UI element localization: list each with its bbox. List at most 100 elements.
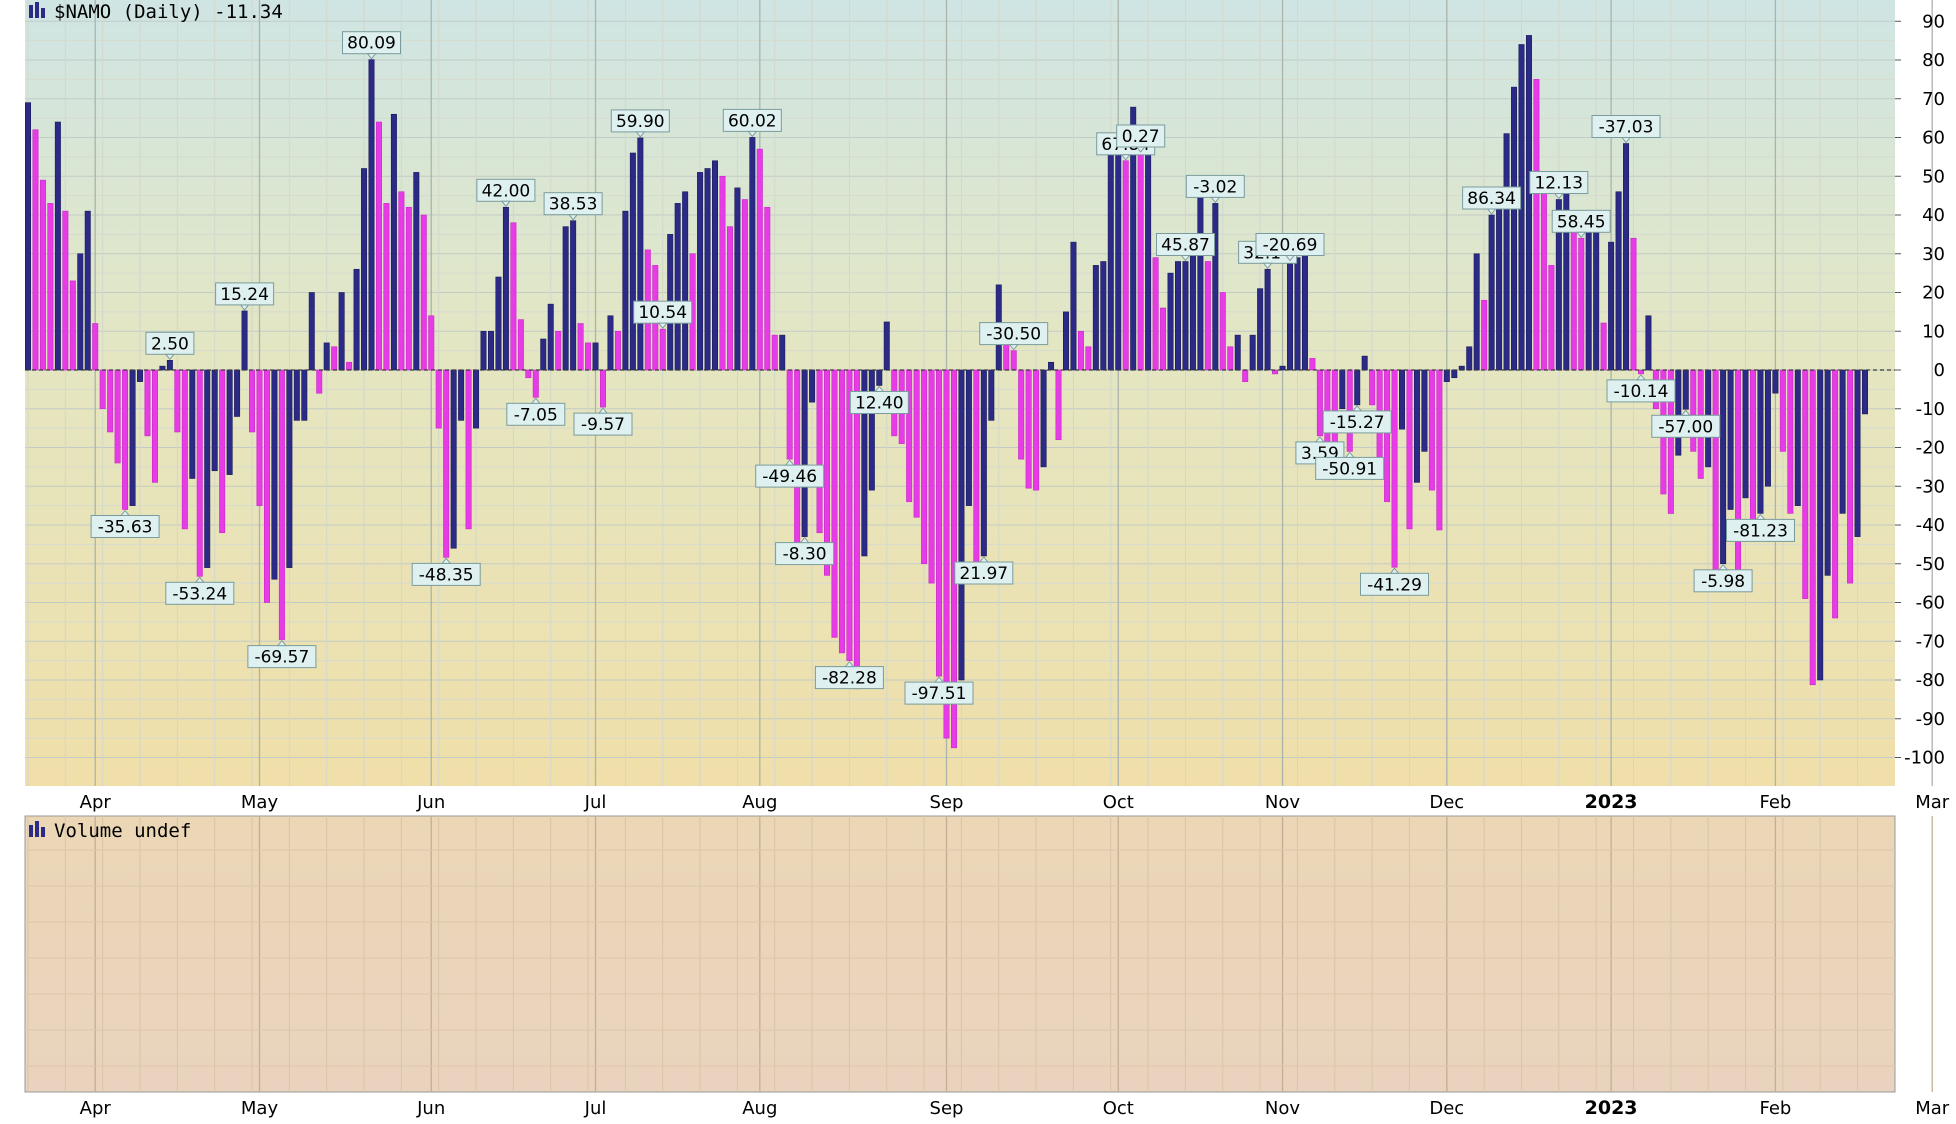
bar: [712, 160, 719, 371]
bar: [278, 369, 285, 640]
annotation-pointer: [1210, 196, 1221, 204]
bar: [1137, 152, 1144, 371]
bar: [1682, 369, 1689, 410]
bar: [323, 342, 330, 371]
bar: [950, 369, 957, 749]
y-tick-label: 0: [1934, 360, 1945, 381]
bar: [697, 172, 704, 371]
bar: [1339, 369, 1346, 410]
annotation-pointer: [194, 576, 205, 583]
bar: [1847, 369, 1854, 584]
bar: [1197, 191, 1204, 371]
annotation: 0.27: [1116, 124, 1166, 153]
annotation-label: -30.50: [986, 325, 1041, 345]
bar: [928, 369, 935, 584]
x-tick-label: 2023: [1585, 1097, 1638, 1119]
annotation: -5.98: [1693, 563, 1753, 593]
annotation: 60.02: [722, 108, 782, 138]
bar: [92, 323, 99, 371]
bar: [151, 369, 158, 483]
annotation-label: 58.45: [1557, 212, 1606, 232]
annotation: 80.09: [342, 31, 401, 60]
bar: [480, 330, 487, 371]
annotation-label: -10.14: [1614, 382, 1669, 402]
annotation-pointer: [1576, 231, 1587, 239]
annotation: 59.90: [610, 109, 670, 138]
bar: [1361, 355, 1368, 371]
bar: [1018, 369, 1025, 460]
bar: [756, 148, 763, 371]
annotation-pointer: [366, 53, 377, 60]
bar: [1608, 241, 1615, 371]
bar: [234, 369, 241, 417]
bar: [1294, 257, 1301, 371]
bar: [838, 369, 845, 654]
x-tick-label: Nov: [1265, 1098, 1300, 1119]
bar: [1025, 369, 1032, 489]
bar: [868, 369, 875, 491]
y-tick-label: -30: [1916, 476, 1945, 497]
bar: [1145, 148, 1152, 371]
annotation-pointer: [1389, 567, 1400, 574]
bar: [734, 187, 741, 371]
annotation-pointer: [597, 407, 609, 414]
x-tick-label: May: [241, 1098, 279, 1119]
bar: [1160, 307, 1167, 371]
annotation-pointer: [1344, 451, 1355, 458]
annotation-label: -48.35: [419, 565, 474, 585]
bar: [286, 369, 293, 568]
bar: [1175, 261, 1181, 371]
x-tick-label: 2023: [1585, 791, 1638, 813]
bar: [824, 369, 831, 576]
bar: [1720, 369, 1727, 565]
bar: [1085, 346, 1092, 371]
bar: [1802, 369, 1809, 599]
bar: [69, 280, 76, 371]
bar: [301, 369, 308, 421]
bar: [517, 319, 524, 371]
bar: [1466, 346, 1473, 371]
bar: [1413, 369, 1420, 483]
y-tick-label: 60: [1922, 128, 1945, 149]
bar: [779, 334, 786, 371]
bar: [502, 206, 509, 371]
volume-title-text: Volume undef: [54, 820, 191, 842]
bar: [973, 369, 980, 568]
bar: [726, 226, 733, 371]
bar: [1406, 369, 1413, 530]
x-tick-label: Feb: [1759, 792, 1791, 813]
bar: [1189, 245, 1196, 371]
annotation-pointer: [1120, 154, 1131, 161]
annotation: 15.24: [215, 282, 275, 311]
annotation-pointer: [1284, 255, 1296, 262]
chart-title-text: $NAMO (Daily) -11.34: [54, 1, 283, 23]
bar: [965, 369, 972, 506]
bar: [741, 199, 748, 371]
bar: [420, 214, 427, 371]
bar: [256, 369, 263, 506]
bar: [368, 59, 375, 371]
bar: [241, 310, 248, 371]
annotation-label: 0.27: [1122, 127, 1160, 147]
bar: [84, 210, 91, 371]
annotation-pointer: [441, 557, 452, 564]
bar: [674, 203, 681, 371]
annotation: 45.87: [1156, 233, 1215, 262]
annotation-label: -5.98: [1701, 572, 1745, 592]
bar: [166, 360, 173, 371]
y-tick-label: 50: [1922, 166, 1945, 187]
y-tick-label: -20: [1916, 438, 1945, 459]
bar: [1772, 369, 1779, 394]
bar: [1182, 261, 1189, 371]
bar: [211, 369, 218, 472]
y-tick-label: 70: [1922, 89, 1945, 110]
bar: [629, 152, 636, 371]
bar: [585, 342, 592, 371]
bar: [1100, 261, 1107, 371]
bar: [159, 365, 166, 371]
bar: [562, 226, 569, 371]
annotation: -7.05: [506, 397, 566, 426]
annotation-label: -20.69: [1263, 236, 1318, 256]
bar: [450, 369, 457, 549]
